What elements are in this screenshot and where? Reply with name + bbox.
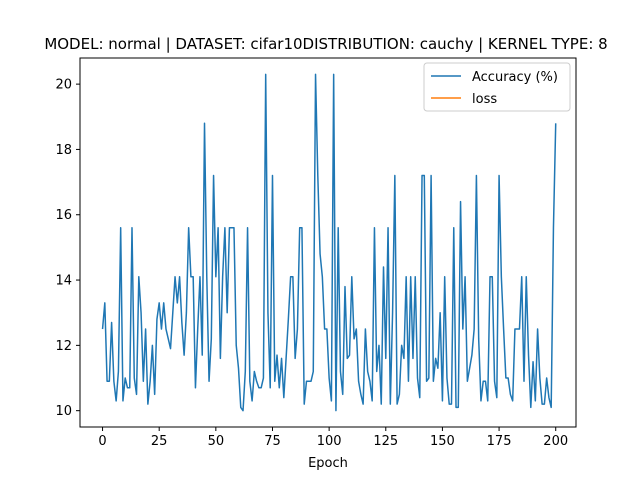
chart-title: MODEL: normal | DATASET: cifar10DISTRIBU… <box>44 35 607 53</box>
x-tick-label: 200 <box>543 434 568 449</box>
x-tick-label: 75 <box>264 434 281 449</box>
axes-frame <box>79 57 577 428</box>
x-tick-label: 150 <box>430 434 455 449</box>
y-tick-label: 10 <box>55 404 72 419</box>
series-line-accuracy <box>101 73 557 412</box>
x-axis-label: Epoch <box>308 456 348 471</box>
x-tick-label: 125 <box>373 434 398 449</box>
x-tick-label: 175 <box>487 434 512 449</box>
y-axis: 10 12 14 16 18 20 <box>55 78 80 419</box>
legend: Accuracy (%) loss <box>423 62 571 112</box>
plot-area <box>101 73 557 412</box>
x-tick-label: 0 <box>98 434 106 449</box>
y-tick-label: 20 <box>55 78 72 93</box>
y-tick-label: 16 <box>55 208 72 223</box>
x-tick-label: 100 <box>317 434 342 449</box>
x-axis: 0 25 50 75 100 125 150 175 200 <box>98 427 568 449</box>
y-tick-label: 14 <box>55 274 72 289</box>
x-tick-label: 50 <box>208 434 225 449</box>
legend-label: Accuracy (%) <box>472 70 558 85</box>
y-tick-label: 18 <box>55 143 72 158</box>
y-tick-label: 12 <box>55 339 72 354</box>
legend-label: loss <box>472 92 497 107</box>
x-tick-label: 25 <box>151 434 168 449</box>
legend-box <box>423 62 571 112</box>
